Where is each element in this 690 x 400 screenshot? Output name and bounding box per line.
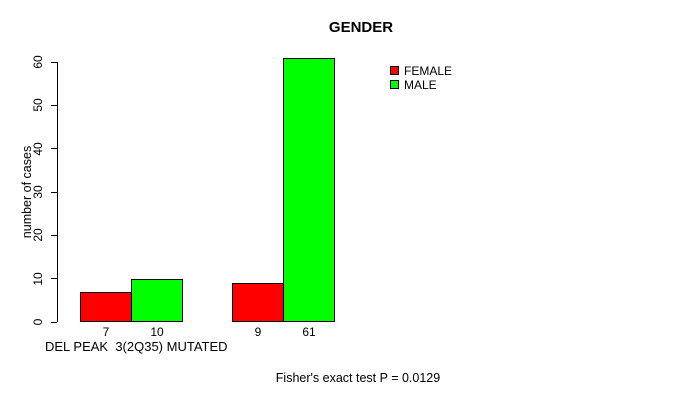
y-axis-tick-label: 60 [31,55,45,69]
y-axis-tick-label: 0 [31,318,45,326]
legend-swatch-female-icon [390,66,399,75]
chart-title: GENDER [328,19,394,36]
y-axis-tick [51,61,57,63]
y-axis-tick-label: 30 [31,185,45,199]
y-axis-tick-label: 50 [31,98,45,113]
y-axis-tick [51,104,57,106]
legend-item-female: FEMALE [390,63,453,78]
legend-item-male: MALE [390,77,437,92]
y-axis-tick [51,234,57,236]
bar-female-group2 [232,283,284,322]
bar-value-label: 9 [254,325,262,339]
legend-swatch-male-icon [390,80,399,89]
legend-label: MALE [404,77,437,92]
annotation-fisher-test: Fisher's exact test P = 0.0129 [275,371,441,385]
bar-female-group1 [80,291,132,322]
y-axis-line [57,62,58,322]
y-axis-tick-label: 40 [31,141,45,156]
y-axis-tick [51,321,57,323]
bar-value-label: 7 [102,325,110,339]
bar-male-group2 [283,57,335,322]
x-axis-label: DEL PEAK 3(2Q35) MUTATED [45,339,228,354]
y-axis-tick [51,148,57,150]
bar-value-label: 61 [302,325,316,339]
bar-value-label: 10 [150,325,164,339]
legend-label: FEMALE [404,63,453,78]
y-axis-tick [51,191,57,193]
y-axis-tick-label: 20 [31,228,45,243]
y-axis-tick-label: 10 [31,271,45,286]
y-axis-tick [51,278,57,280]
bar-male-group1 [131,278,183,322]
